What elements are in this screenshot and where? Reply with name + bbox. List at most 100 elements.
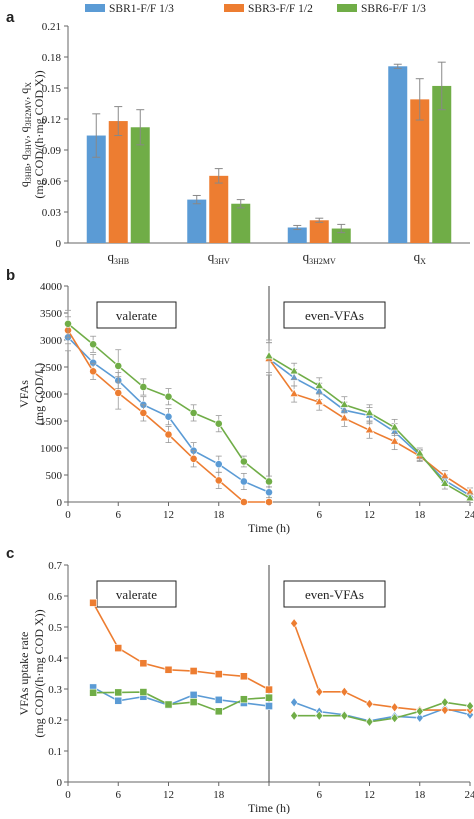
x-tick-label: 0 [65,789,71,801]
data-point [215,477,222,484]
label-subscript: 3HV [214,257,230,266]
data-point [291,619,298,628]
data-point [115,362,122,369]
x-axis-label: Time (h) [248,521,290,535]
data-point [265,352,273,359]
data-point [115,689,122,696]
data-point [265,702,272,709]
legend-item: SBR1-F/F 1/3 [85,3,174,15]
x-tick-label: 24 [465,789,474,801]
legend-item: SBR6-F/F 1/3 [337,3,426,15]
y-tick-label: 0.03 [42,207,62,219]
data-point [165,666,172,673]
x-category-label: q3HV [208,249,230,266]
data-point [115,644,122,651]
annotation-text: even-VFAs [305,587,364,602]
y-axis-label: VFAs uptake rate(mg COD/(h·mg COD X)) [17,609,46,737]
data-point [291,698,298,707]
bar [187,200,206,243]
y-tick-label: 0.7 [48,560,62,572]
panel-letter-b: b [6,267,15,284]
y-tick-label: 3500 [40,308,63,320]
x-category-label: q3H2MV [303,249,336,266]
annotation-even-vfas: even-VFAs [284,581,385,607]
data-point [165,413,172,420]
y-tick-label: 0.6 [48,591,62,603]
x-tick-label: 12 [364,789,375,801]
x-tick-label: 12 [163,789,174,801]
data-point [441,698,448,707]
annotation-even-vfas: even-VFAs [284,302,385,328]
y-axis-label: VFAs(mg COD/L) [17,363,46,425]
data-point [366,717,373,726]
data-point [265,489,272,496]
y-axis-label-line2: (mg COD/(h·mg COD X)) [32,609,46,737]
y-tick-label: 500 [46,470,63,482]
y-axis-label-line1: q3HB, q3HV, q3H2MV, qX [17,82,33,187]
x-axis-label: Time (h) [248,801,290,814]
label-subscript: X [420,257,426,266]
data-point [165,393,172,400]
y-tick-label: 0.3 [48,684,62,696]
data-point [64,320,71,327]
x-tick-label: 18 [213,789,225,801]
label-subscript: 3H2MV [309,257,336,266]
x-tick-label: 18 [414,509,426,521]
data-point [190,667,197,674]
annotation-text: valerate [116,308,157,323]
bar [231,204,250,243]
annotation-valerate: valerate [97,581,176,607]
x-tick-label: 6 [317,789,323,801]
data-point [240,696,247,703]
y-tick-label: 0.4 [48,653,62,665]
legend: SBR1-F/F 1/3 SBR3-F/F 1/2 SBR6-F/F 1/3 [85,3,426,15]
x-tick-label: 6 [116,509,122,521]
y-axis-label-line2: (mg COD/L) [32,363,46,425]
annotation-text: even-VFAs [305,308,364,323]
data-point [215,420,222,427]
data-point [90,599,97,606]
bar [388,66,407,243]
y-tick-label: 0.21 [42,21,61,33]
panel-letter-c: c [6,545,14,562]
x-tick-label: 12 [163,509,174,521]
x-category-label: qX [414,249,427,266]
y-tick-label: 0 [57,497,63,509]
data-point [215,461,222,468]
data-point [215,708,222,715]
legend-label: SBR3-F/F 1/2 [248,3,313,15]
x-tick-label: 18 [414,789,426,801]
legend-label: SBR6-F/F 1/3 [361,3,426,15]
y-tick-label: 0 [57,777,63,789]
x-tick-label: 12 [364,509,375,521]
y-axis-label-line2: (mg COD/(h·mg COD X)) [32,70,46,198]
label-part: , q [17,88,31,100]
bar [209,176,228,243]
data-point [115,389,122,396]
data-point [265,686,272,693]
y-tick-label: 0.18 [42,52,62,64]
bar [410,99,429,243]
data-point [416,707,423,716]
data-point [165,431,172,438]
y-tick-label: 3000 [40,335,63,347]
y-tick-label: 1000 [40,443,63,455]
legend-swatch [85,4,105,12]
data-point [140,383,147,390]
legend-swatch [337,4,357,12]
y-axis-label-line1: VFAs uptake rate [17,632,31,716]
data-point [215,696,222,703]
data-point [240,498,247,505]
bar [109,121,128,243]
data-point [265,694,272,701]
legend-label: SBR1-F/F 1/3 [109,3,174,15]
x-tick-label: 6 [116,789,122,801]
y-axis-label-line1: VFAs [17,380,31,408]
data-point [391,703,398,712]
annotation-text: valerate [116,587,157,602]
label-subscript: 3HB [114,257,129,266]
data-point [265,478,272,485]
